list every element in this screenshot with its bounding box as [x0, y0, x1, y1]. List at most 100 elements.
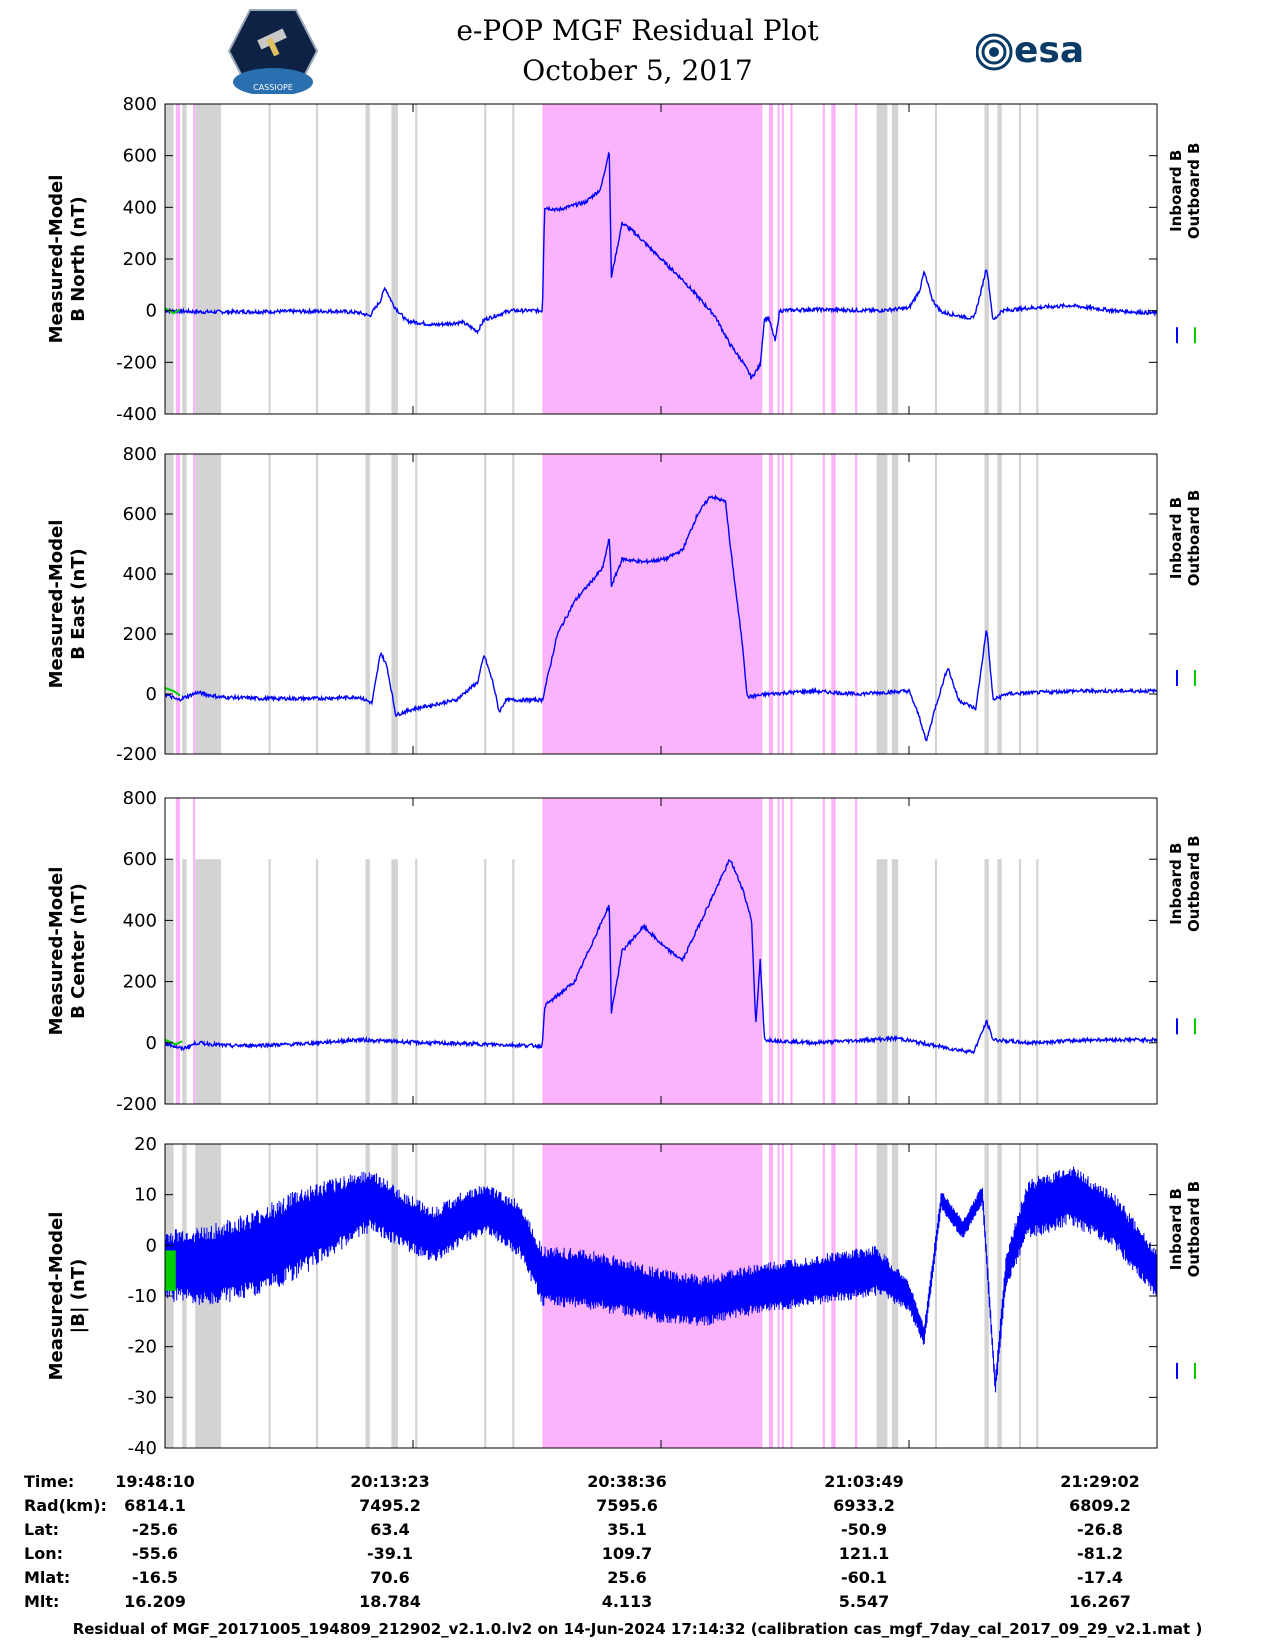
pink-band [855, 454, 858, 754]
y-tick-label: 0 [146, 1235, 157, 1256]
y-tick-label: 600 [123, 849, 157, 870]
y-tick-label: 400 [123, 564, 157, 585]
chart-title-line2: October 5, 2017 [522, 54, 753, 87]
panel-north: -400 -200 0 200 400 600 800 Measured-Model B Nor… [46, 94, 1203, 425]
legend-outboard-label: Outboard B [1185, 1181, 1203, 1278]
gray-band [934, 1144, 938, 1448]
y-axis-label: Measured-Model [46, 175, 67, 344]
y-tick-label: 800 [123, 788, 157, 809]
gray-band [391, 454, 398, 754]
y-tick-label: 0 [146, 301, 157, 322]
y-tick-label: 200 [123, 972, 157, 993]
inboard-line [164, 494, 1158, 742]
orbit-info-table: Time: Rad(km): Lat: Lon: Mlat: Mlt: 19:48:10 68… [0, 1464, 1275, 1611]
pink-band [781, 104, 784, 414]
pink-band [790, 798, 793, 1104]
legend-inboard-label: Inboard B [1167, 1188, 1185, 1270]
panel-center: -200 0 200 400 600 800 Measured-Model B Center … [46, 788, 1203, 1115]
y-tick-label: 600 [123, 146, 157, 167]
info-cell: 7495.2 [359, 1496, 421, 1515]
logo-left-text: CASSIOPE [253, 83, 293, 92]
gray-band [195, 859, 222, 1104]
gray-band [876, 454, 888, 754]
y-axis-label: B Center (nT) [68, 883, 89, 1019]
gray-band [997, 454, 1002, 754]
gray-band [484, 859, 487, 1104]
info-cell: -16.5 [131, 1568, 179, 1587]
y-tick-label: 200 [123, 624, 157, 645]
info-cell: -55.6 [131, 1544, 179, 1563]
info-cell: 109.7 [601, 1544, 653, 1563]
info-cell: 19:48:10 [115, 1472, 195, 1491]
gray-band [876, 104, 888, 414]
legend-inboard-label: Inboard B [1167, 150, 1185, 232]
y-tick-label: -200 [116, 744, 157, 765]
pink-band [542, 454, 763, 754]
pink-band [822, 1144, 825, 1448]
gray-band [984, 104, 989, 414]
gray-band [391, 1144, 398, 1448]
pink-band [781, 454, 784, 754]
gray-band [415, 104, 418, 414]
pink-band [768, 104, 774, 414]
y-tick-label: -30 [128, 1387, 157, 1408]
pink-band [822, 798, 825, 1104]
pink-band [831, 454, 836, 754]
info-row-label: Time: [24, 1472, 75, 1491]
y-tick-label: -10 [128, 1286, 157, 1307]
y-tick-label: 800 [123, 94, 157, 115]
gray-band [997, 104, 1002, 414]
pink-band [768, 798, 774, 1104]
info-cell: 63.4 [370, 1520, 410, 1539]
y-axis-label: Measured-Model [46, 1212, 67, 1381]
info-cell: 18.784 [359, 1592, 421, 1611]
gray-band [934, 859, 938, 1104]
gray-band [891, 104, 899, 414]
info-cell: 70.6 [370, 1568, 410, 1587]
info-cell: 6814.1 [124, 1496, 186, 1515]
outboard-line [165, 1250, 176, 1291]
outboard-line [164, 687, 181, 697]
info-cell: 21:29:02 [1060, 1472, 1140, 1491]
pink-band [855, 798, 858, 1104]
gray-band [934, 104, 938, 414]
gray-band [1036, 104, 1039, 414]
y-tick-label: 0 [146, 1033, 157, 1054]
gray-band [415, 859, 418, 1104]
panel-total: -40 -30 -20 -10 0 10 20 Measured-Model |B| (nT) I… [46, 1134, 1203, 1459]
info-cell: -25.6 [131, 1520, 179, 1539]
y-tick-label: 800 [123, 444, 157, 465]
legend-outboard-label: Outboard B [1185, 835, 1203, 932]
info-cell: 6933.2 [833, 1496, 895, 1515]
pink-band [790, 454, 793, 754]
gray-band [1018, 859, 1022, 1104]
pink-band [777, 454, 780, 754]
gray-band [512, 859, 515, 1104]
gray-band [365, 859, 370, 1104]
gray-band [315, 104, 319, 414]
gray-band [182, 1144, 187, 1448]
pink-band [193, 104, 196, 414]
inboard-line [164, 858, 1158, 1055]
y-axis-label: |B| (nT) [68, 1259, 89, 1334]
pink-band [781, 798, 784, 1104]
pink-band [790, 104, 793, 414]
pink-band [855, 104, 858, 414]
pink-band [822, 454, 825, 754]
pink-band [175, 454, 181, 754]
info-cell: 25.6 [607, 1568, 647, 1587]
pink-band [542, 104, 763, 414]
gray-band [165, 454, 174, 754]
pink-band [193, 798, 196, 1104]
legend-outboard-label: Outboard B [1185, 490, 1203, 587]
gray-band [1036, 859, 1039, 1104]
info-cell: -17.4 [1076, 1568, 1124, 1587]
info-cell: 16.209 [124, 1592, 186, 1611]
gray-band [876, 1144, 888, 1448]
gray-band [365, 1144, 370, 1448]
gray-band [984, 454, 989, 754]
panel-east: -200 0 200 400 600 800 Measured-Model B East (n… [46, 444, 1203, 765]
y-tick-label: 600 [123, 504, 157, 525]
info-cell: -81.2 [1076, 1544, 1124, 1563]
